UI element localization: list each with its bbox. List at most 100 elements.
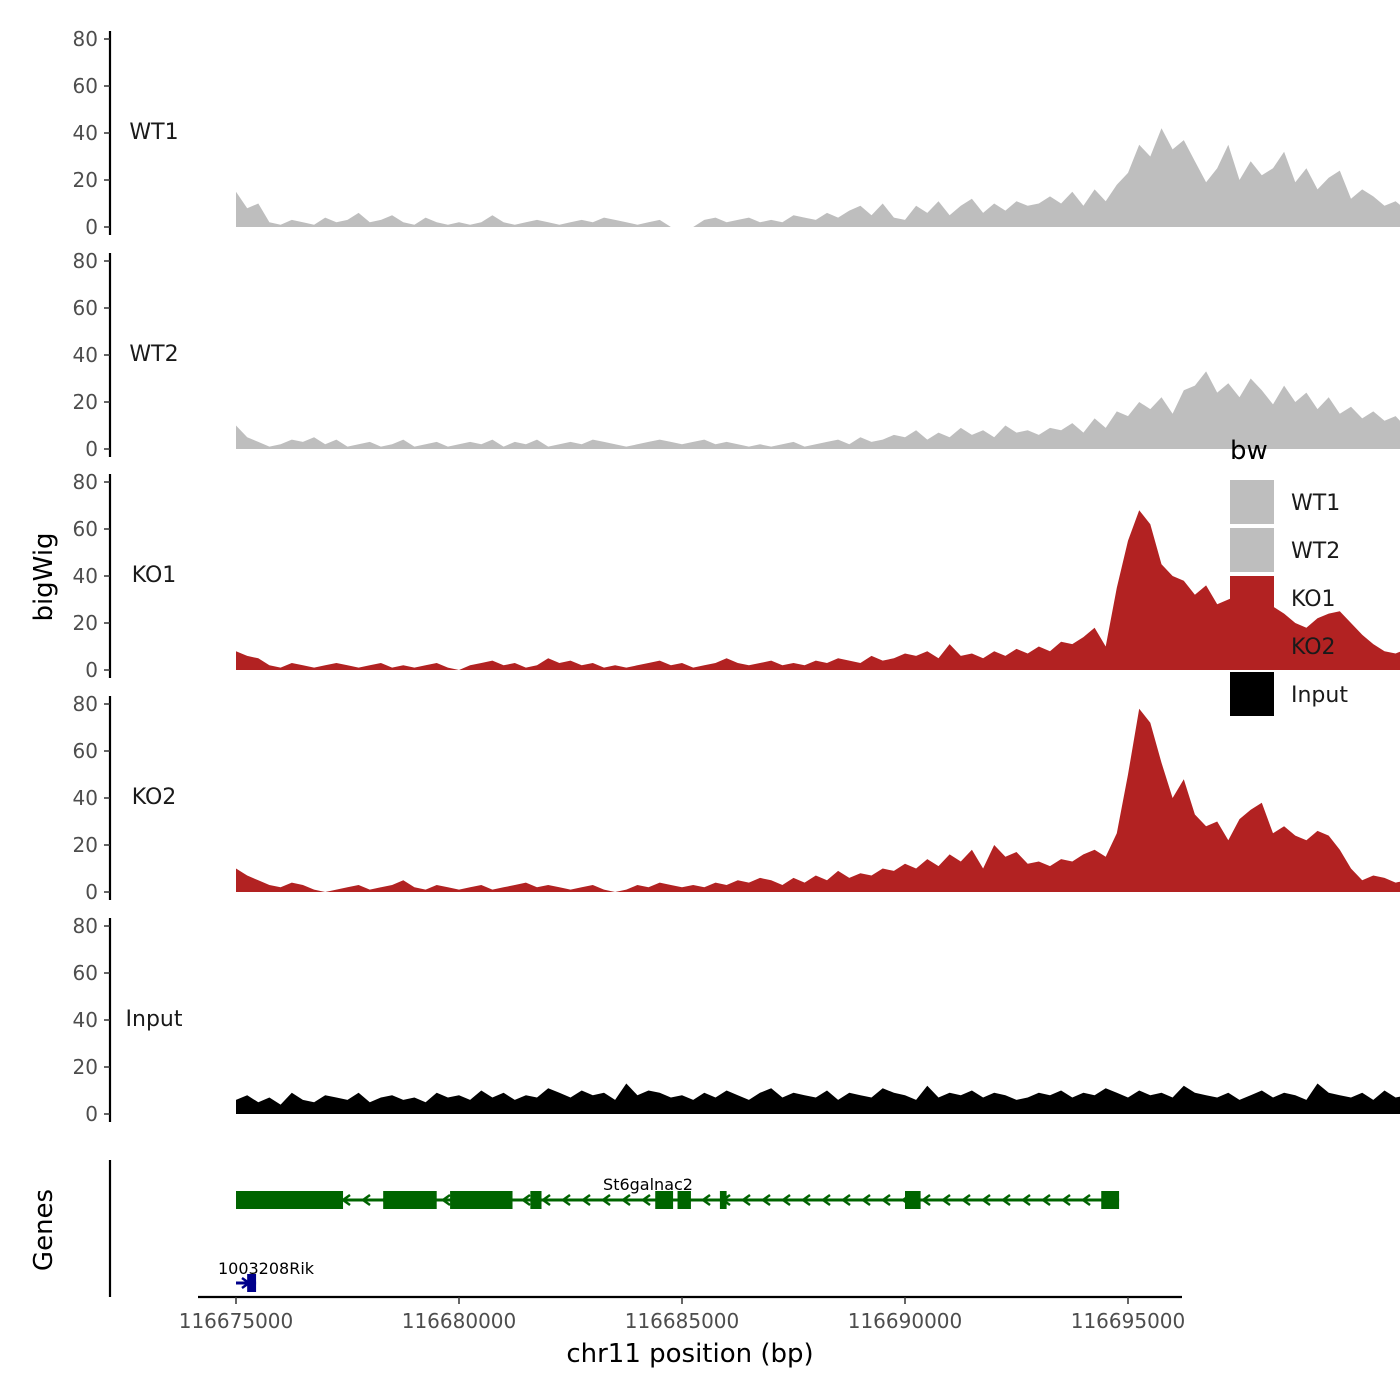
y-tick-label: 60 xyxy=(73,739,98,763)
strand-arrow xyxy=(580,1193,591,1207)
track-label-wt2: WT2 xyxy=(129,342,178,367)
track-label-ko2: KO2 xyxy=(132,785,177,810)
strand-arrow xyxy=(800,1193,811,1207)
x-tick-label: 116690000 xyxy=(848,1309,963,1333)
strand-arrow xyxy=(1040,1193,1051,1207)
y-tick-label: 60 xyxy=(73,296,98,320)
y-tick-label: 80 xyxy=(73,914,98,938)
y-tick-label: 40 xyxy=(73,343,98,367)
strand-arrow xyxy=(1020,1193,1031,1207)
signal-tracks: 0 20 40 60 80 WT1 0 20 40 60 80 WT2 0 20 40 60 80 KO1 0 20 4… xyxy=(73,27,1400,1126)
y-axis-title: bigWig xyxy=(29,532,59,621)
x-tick-label: 116685000 xyxy=(625,1309,740,1333)
strand-arrow xyxy=(560,1193,571,1207)
y-tick-label: 40 xyxy=(73,121,98,145)
strand-arrow xyxy=(620,1193,631,1207)
track-wt1: 0 20 40 60 80 WT1 xyxy=(73,27,1400,239)
exon xyxy=(1101,1191,1120,1209)
exon xyxy=(719,1191,727,1209)
exon xyxy=(655,1191,674,1209)
strand-arrow xyxy=(780,1193,791,1207)
exon xyxy=(247,1274,257,1292)
strand-arrow xyxy=(840,1193,851,1207)
legend-key-ko2 xyxy=(1230,624,1274,668)
y-tick-label: 40 xyxy=(73,1008,98,1032)
strand-arrow xyxy=(860,1193,871,1207)
strand-arrow xyxy=(1060,1193,1071,1207)
genes-axis-title: Genes xyxy=(29,1189,59,1271)
gene-label: St6galnac2 xyxy=(603,1175,693,1194)
y-tick-label: 80 xyxy=(73,692,98,716)
y-tick-label: 20 xyxy=(73,833,98,857)
exon xyxy=(383,1191,437,1209)
y-tick-label: 40 xyxy=(73,786,98,810)
strand-arrow xyxy=(360,1193,371,1207)
track-label-ko1: KO1 xyxy=(132,563,177,588)
strand-arrow xyxy=(920,1193,931,1207)
strand-arrow xyxy=(640,1193,651,1207)
y-tick-label: 0 xyxy=(85,215,98,239)
y-tick-label: 60 xyxy=(73,517,98,541)
strand-arrow xyxy=(960,1193,971,1207)
x-axis-title: chr11 position (bp) xyxy=(566,1339,813,1369)
legend-label-ko1: KO1 xyxy=(1291,587,1336,612)
y-tick-label: 0 xyxy=(85,437,98,461)
strand-arrow xyxy=(700,1193,711,1207)
y-tick-label: 60 xyxy=(73,74,98,98)
legend-label-wt1: WT1 xyxy=(1291,491,1340,516)
signal-area-ko1 xyxy=(236,510,1400,670)
legend-label-ko2: KO2 xyxy=(1291,635,1336,660)
track-ko1: 0 20 40 60 80 KO1 xyxy=(73,470,1400,682)
exon xyxy=(677,1191,691,1209)
track-label-input: Input xyxy=(126,1007,183,1032)
x-axis: 116675000 116680000 116685000 116690000 1166… xyxy=(179,1295,1186,1333)
strand-arrow xyxy=(980,1193,991,1207)
strand-arrow xyxy=(740,1193,751,1207)
y-tick-label: 20 xyxy=(73,1055,98,1079)
strand-arrow xyxy=(520,1193,531,1207)
y-tick-label: 20 xyxy=(73,611,98,635)
legend-key-input xyxy=(1230,672,1274,716)
y-tick-label: 20 xyxy=(73,390,98,414)
strand-arrow xyxy=(1080,1193,1091,1207)
track-input: 0 20 40 60 80 Input xyxy=(73,914,1400,1126)
legend-key-wt1 xyxy=(1230,480,1274,524)
exon xyxy=(905,1191,921,1209)
strand-arrow xyxy=(1000,1193,1011,1207)
x-tick-label: 116695000 xyxy=(1071,1309,1186,1333)
legend-label-wt2: WT2 xyxy=(1291,539,1340,564)
gene-label: 1003208Rik xyxy=(218,1259,315,1278)
legend: bw WT1 WT2 KO1 KO2 Input xyxy=(1230,436,1348,716)
gene-track: St6galnac2 1003208Rik xyxy=(108,1160,1120,1297)
y-tick-label: 80 xyxy=(73,27,98,51)
legend-key-ko1 xyxy=(1230,576,1274,620)
legend-title: bw xyxy=(1230,436,1268,466)
strand-arrow xyxy=(440,1193,451,1207)
signal-area-ko2 xyxy=(236,708,1400,892)
y-tick-label: 0 xyxy=(85,658,98,682)
strand-arrow xyxy=(600,1193,611,1207)
y-tick-label: 0 xyxy=(85,880,98,904)
signal-area-wt2 xyxy=(236,371,1400,449)
y-tick-label: 0 xyxy=(85,1102,98,1126)
legend-label-input: Input xyxy=(1291,683,1348,708)
strand-arrow xyxy=(880,1193,891,1207)
y-tick-label: 40 xyxy=(73,564,98,588)
gene-st6galnac2: St6galnac2 xyxy=(236,1175,1120,1209)
y-tick-label: 80 xyxy=(73,470,98,494)
exon xyxy=(530,1191,542,1209)
track-ko2: 0 20 40 60 80 KO2 xyxy=(73,692,1400,904)
signal-area-wt1 xyxy=(236,128,1400,227)
strand-arrow xyxy=(820,1193,831,1207)
y-tick-label: 80 xyxy=(73,249,98,273)
gene-1003208rik: 1003208Rik xyxy=(218,1259,315,1292)
strand-arrow xyxy=(760,1193,771,1207)
track-label-wt1: WT1 xyxy=(129,120,178,145)
x-tick-label: 116675000 xyxy=(179,1309,294,1333)
x-tick-label: 116680000 xyxy=(402,1309,517,1333)
y-tick-label: 60 xyxy=(73,961,98,985)
exon xyxy=(450,1191,513,1209)
signal-area-input xyxy=(236,1083,1400,1114)
strand-arrow xyxy=(540,1193,551,1207)
